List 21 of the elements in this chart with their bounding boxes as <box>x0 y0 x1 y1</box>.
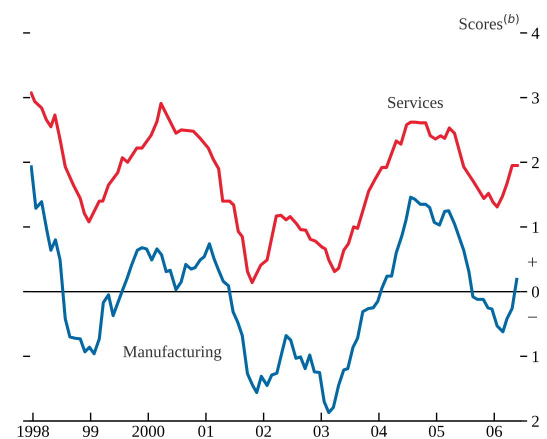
text: − <box>528 316 537 318</box>
y-tick-label: 1 <box>532 351 539 362</box>
x-tick-label: 02 <box>256 426 272 437</box>
x-tick-label: 03 <box>314 426 329 437</box>
x-tick-label: 99 <box>82 426 98 437</box>
text: + <box>528 258 537 267</box>
x-tick-label: 05 <box>428 426 444 437</box>
x-tick-label: 06 <box>486 426 502 437</box>
x-tick-label: 04 <box>371 426 387 437</box>
y-tick-label: 3 <box>532 92 539 104</box>
y-tick-label: 0 <box>532 286 540 298</box>
series-label: Manufacturing <box>123 345 222 361</box>
y-axis-title: Scores$^{(b)}$ <box>460 14 519 30</box>
x-tick-label: 01 <box>198 426 214 437</box>
y-tick-label: 4 <box>532 28 540 39</box>
x-tick-label: 2000 <box>132 426 164 437</box>
x-tick-label: 1998 <box>18 426 49 437</box>
y-tick-label: 2 <box>532 157 539 168</box>
series-label: Services <box>388 96 443 108</box>
y-tick-label: 2 <box>532 416 539 427</box>
y-tick-label: 1 <box>532 222 539 233</box>
